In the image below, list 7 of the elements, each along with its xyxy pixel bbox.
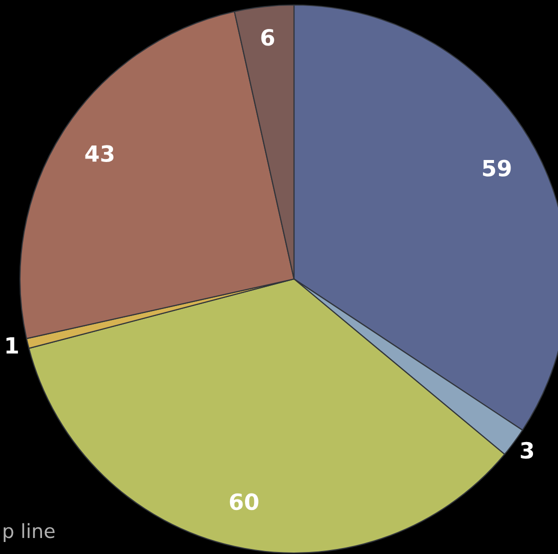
data-label: 6 [261,28,274,46]
data-label: 43 [85,145,114,162]
data-label: 1 [6,337,18,354]
data-label: 59 [482,160,511,176]
data-label: 3 [520,442,534,459]
text: p line [4,523,55,542]
data-label: 60 [230,493,258,510]
